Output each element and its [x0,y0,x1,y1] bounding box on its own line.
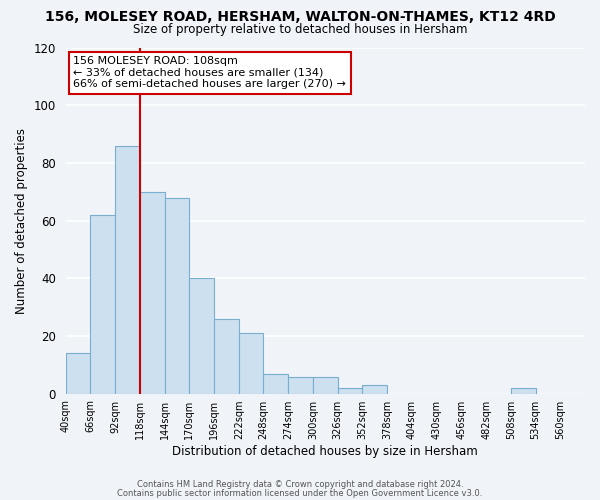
X-axis label: Distribution of detached houses by size in Hersham: Distribution of detached houses by size … [172,444,478,458]
Bar [338,388,362,394]
Text: 156, MOLESEY ROAD, HERSHAM, WALTON-ON-THAMES, KT12 4RD: 156, MOLESEY ROAD, HERSHAM, WALTON-ON-TH… [44,10,556,24]
Bar [164,198,190,394]
Bar [239,334,263,394]
Bar [214,319,239,394]
Bar [511,388,536,394]
Text: Contains public sector information licensed under the Open Government Licence v3: Contains public sector information licen… [118,488,482,498]
Text: Contains HM Land Registry data © Crown copyright and database right 2024.: Contains HM Land Registry data © Crown c… [137,480,463,489]
Bar [362,385,387,394]
Bar [91,215,115,394]
Bar [140,192,164,394]
Bar [115,146,140,394]
Bar [288,376,313,394]
Bar [65,354,91,394]
Bar [263,374,288,394]
Text: Size of property relative to detached houses in Hersham: Size of property relative to detached ho… [133,22,467,36]
Text: 156 MOLESEY ROAD: 108sqm
← 33% of detached houses are smaller (134)
66% of semi-: 156 MOLESEY ROAD: 108sqm ← 33% of detach… [73,56,346,90]
Bar [190,278,214,394]
Y-axis label: Number of detached properties: Number of detached properties [15,128,28,314]
Bar [313,376,338,394]
